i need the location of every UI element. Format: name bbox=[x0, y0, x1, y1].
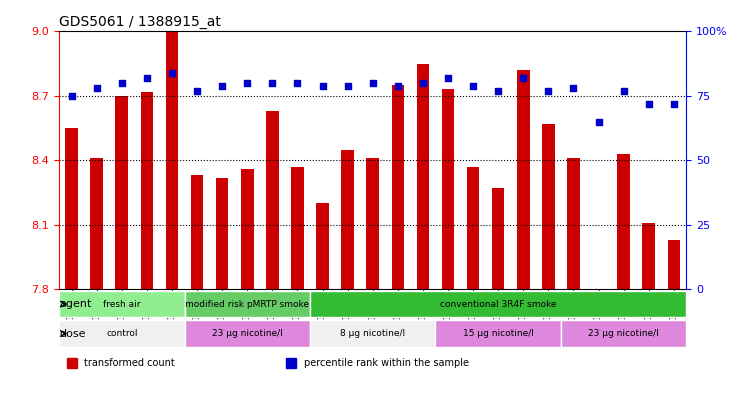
FancyBboxPatch shape bbox=[59, 320, 184, 347]
Bar bbox=[467, 167, 480, 289]
FancyBboxPatch shape bbox=[310, 291, 686, 317]
Bar bbox=[66, 128, 78, 289]
Text: control: control bbox=[106, 329, 137, 338]
Bar bbox=[391, 85, 404, 289]
Bar bbox=[517, 70, 530, 289]
Point bbox=[618, 88, 630, 94]
Bar bbox=[417, 64, 430, 289]
Bar bbox=[241, 169, 254, 289]
Point bbox=[492, 88, 504, 94]
Bar bbox=[668, 240, 680, 289]
FancyBboxPatch shape bbox=[310, 320, 435, 347]
Point bbox=[392, 83, 404, 89]
Bar bbox=[316, 204, 329, 289]
FancyBboxPatch shape bbox=[59, 291, 184, 317]
Text: conventional 3R4F smoke: conventional 3R4F smoke bbox=[440, 299, 556, 309]
Bar bbox=[492, 188, 505, 289]
Bar bbox=[367, 158, 379, 289]
Point bbox=[116, 80, 128, 86]
Bar bbox=[542, 124, 555, 289]
Text: 8 μg nicotine/l: 8 μg nicotine/l bbox=[340, 329, 405, 338]
Text: agent: agent bbox=[60, 299, 92, 309]
Point bbox=[216, 83, 228, 89]
Bar bbox=[115, 96, 128, 289]
Bar bbox=[165, 31, 179, 289]
Point bbox=[367, 80, 379, 86]
Bar bbox=[140, 92, 154, 289]
Point bbox=[593, 119, 604, 125]
Point bbox=[643, 101, 655, 107]
Text: GDS5061 / 1388915_at: GDS5061 / 1388915_at bbox=[59, 15, 221, 29]
Point bbox=[442, 75, 454, 81]
Point bbox=[141, 75, 153, 81]
Point bbox=[417, 80, 429, 86]
Bar bbox=[643, 223, 655, 289]
Bar bbox=[441, 90, 455, 289]
Point bbox=[241, 80, 253, 86]
Point bbox=[342, 83, 354, 89]
Point bbox=[66, 93, 77, 99]
Text: fresh air: fresh air bbox=[103, 299, 140, 309]
Point bbox=[517, 75, 529, 81]
Text: 23 μg nicotine/l: 23 μg nicotine/l bbox=[212, 329, 283, 338]
Bar bbox=[291, 167, 304, 289]
Bar bbox=[618, 154, 630, 289]
Point bbox=[668, 101, 680, 107]
FancyBboxPatch shape bbox=[184, 291, 310, 317]
Text: 15 μg nicotine/l: 15 μg nicotine/l bbox=[463, 329, 534, 338]
Text: 23 μg nicotine/l: 23 μg nicotine/l bbox=[588, 329, 659, 338]
Text: dose: dose bbox=[60, 329, 86, 338]
Point bbox=[568, 85, 579, 91]
Bar bbox=[90, 158, 103, 289]
Point bbox=[467, 83, 479, 89]
Point bbox=[266, 80, 278, 86]
Point bbox=[317, 83, 328, 89]
FancyBboxPatch shape bbox=[184, 320, 310, 347]
Point bbox=[91, 85, 103, 91]
FancyBboxPatch shape bbox=[561, 320, 686, 347]
Point bbox=[292, 80, 303, 86]
Bar bbox=[568, 158, 580, 289]
Bar bbox=[190, 175, 204, 289]
Bar bbox=[216, 178, 229, 289]
Point bbox=[542, 88, 554, 94]
Text: modified risk pMRTP smoke: modified risk pMRTP smoke bbox=[185, 299, 309, 309]
Text: transformed count: transformed count bbox=[84, 358, 175, 368]
Bar bbox=[266, 111, 279, 289]
Bar bbox=[342, 150, 354, 289]
Text: percentile rank within the sample: percentile rank within the sample bbox=[304, 358, 469, 368]
Point bbox=[191, 88, 203, 94]
FancyBboxPatch shape bbox=[435, 320, 561, 347]
Point bbox=[166, 70, 178, 76]
